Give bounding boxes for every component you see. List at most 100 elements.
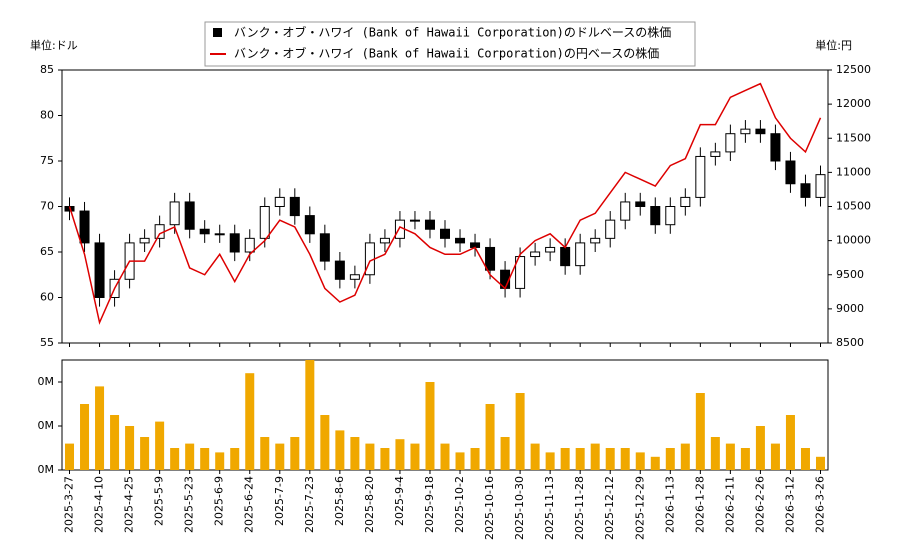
y2-tick-label: 8500	[836, 336, 864, 349]
yen-line	[68, 82, 822, 325]
legend	[204, 21, 696, 67]
candle-body	[199, 228, 210, 235]
x-tick-label: 2026-2-11	[723, 476, 736, 533]
y-tick-label: 60	[40, 291, 54, 304]
volume-bar	[710, 437, 720, 470]
volume-bar	[470, 448, 480, 470]
x-tick-label: 2025-11-13	[543, 476, 556, 540]
volume-bar	[95, 386, 105, 470]
volume-bar	[680, 443, 690, 470]
volume-bar	[485, 404, 495, 470]
candle-body	[800, 183, 811, 198]
volume-bar	[500, 437, 510, 470]
x-tick-label: 2025-9-4	[393, 476, 406, 526]
y2-tick-label: 9500	[836, 268, 864, 281]
legend-marker	[213, 28, 222, 37]
volume-bar	[200, 448, 210, 470]
legend-label: バンク・オブ・ハワイ (Bank of Hawaii Corporation)の…	[234, 25, 671, 40]
candle-body	[560, 246, 571, 267]
volume-bar	[80, 404, 90, 470]
volume-bar	[185, 443, 195, 470]
candle-body	[274, 196, 285, 207]
candle-body	[710, 151, 721, 157]
y2-tick-label: 11000	[836, 165, 871, 178]
volume-bar	[380, 448, 390, 470]
candle-body	[515, 256, 526, 289]
volume-bar	[560, 448, 570, 470]
x-tick-label: 2025-4-25	[123, 476, 136, 533]
volume-bar	[110, 415, 120, 470]
volume-bar	[215, 452, 225, 470]
candle-body	[695, 155, 706, 198]
volume-bar	[770, 443, 780, 470]
candle-body	[635, 201, 646, 207]
volume-bar	[635, 452, 645, 470]
candle-body	[94, 242, 105, 298]
candle-body	[304, 215, 315, 235]
candle-body	[439, 228, 451, 239]
candle-body	[680, 196, 691, 207]
candle-body	[244, 237, 255, 253]
candle-body	[620, 201, 631, 221]
x-tick-label: 2025-10-2	[453, 476, 466, 533]
candle-body	[650, 206, 661, 226]
x-tick-label: 2025-8-6	[333, 476, 346, 526]
y-tick-label: 70	[40, 200, 54, 213]
x-tick-label: 2025-6-9	[213, 476, 226, 526]
volume-bar	[725, 443, 735, 470]
candle-body	[545, 246, 556, 253]
candle-body	[319, 233, 330, 262]
volume-bar	[320, 415, 330, 470]
candle-body	[424, 219, 435, 230]
volume-tick-label: 0M	[38, 375, 55, 388]
candle-body	[154, 224, 165, 239]
volume-tick-label: 0M	[38, 419, 55, 432]
y-tick-label: 55	[40, 336, 54, 349]
candle-body	[740, 128, 751, 135]
volume-bar	[545, 452, 555, 470]
candle-body	[590, 237, 601, 244]
y2-tick-label: 12000	[836, 97, 871, 110]
x-tick-label: 2025-12-29	[633, 476, 646, 540]
candle-body	[665, 206, 676, 226]
candle-body	[334, 260, 345, 280]
candle-body	[349, 274, 360, 280]
volume-bar	[755, 426, 765, 470]
candle-body	[575, 242, 586, 267]
candle-body	[169, 201, 180, 226]
volume-bar	[590, 443, 600, 470]
volume-bar	[140, 437, 150, 470]
volume-bar	[305, 360, 315, 470]
x-tick-label: 2025-9-18	[423, 476, 436, 533]
y2-tick-label: 12500	[836, 63, 871, 76]
volume-bar	[695, 393, 705, 470]
volume-bar	[815, 456, 825, 470]
candle-body	[259, 206, 270, 239]
y-tick-label: 80	[40, 109, 54, 122]
candle-body	[214, 233, 225, 236]
candle-body	[605, 219, 616, 239]
volume-bar	[665, 448, 675, 470]
volume-bar	[395, 439, 405, 470]
candle-body	[725, 133, 736, 153]
x-tick-label: 2025-5-9	[153, 476, 166, 526]
x-tick-label: 2026-1-13	[663, 476, 676, 533]
left-unit: 単位:ドル	[30, 38, 78, 52]
y2-tick-label: 9000	[836, 302, 864, 315]
volume-tick-label: 0M	[38, 463, 55, 476]
x-tick-label: 2025-6-24	[243, 476, 256, 533]
x-tick-label: 2026-1-28	[693, 476, 706, 533]
x-tick-label: 2026-2-26	[753, 476, 766, 533]
x-tick-label: 2025-3-27	[63, 476, 76, 533]
volume-bar	[125, 426, 135, 470]
volume-bar	[170, 448, 180, 470]
x-tick-label: 2026-3-12	[783, 476, 796, 533]
volume-bar	[785, 415, 795, 470]
candle-body	[229, 233, 240, 253]
right-unit: 単位:円	[815, 38, 852, 52]
volume-bar	[275, 443, 285, 470]
x-tick-label: 2025-7-23	[303, 476, 316, 533]
x-tick-label: 2025-7-9	[273, 476, 286, 526]
volume-bar	[515, 393, 525, 470]
volume-bar	[800, 448, 810, 470]
